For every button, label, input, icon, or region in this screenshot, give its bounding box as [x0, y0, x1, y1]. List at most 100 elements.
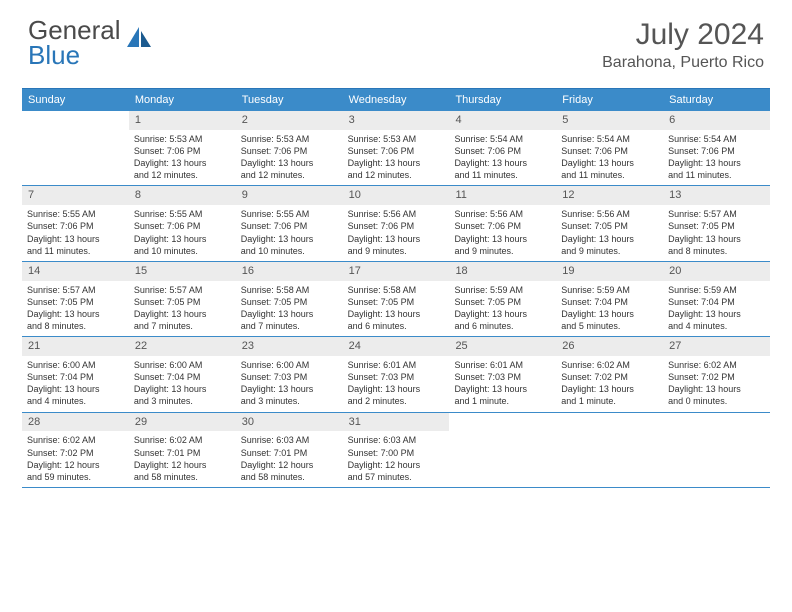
day-cell: 5Sunrise: 5:54 AMSunset: 7:06 PMDaylight…	[556, 111, 663, 185]
day-detail-line: Daylight: 13 hours	[27, 233, 124, 245]
brand-logo: General Blue	[28, 18, 153, 67]
day-cell	[663, 413, 770, 487]
day-detail-line: Sunset: 7:06 PM	[454, 220, 551, 232]
day-cell: 25Sunrise: 6:01 AMSunset: 7:03 PMDayligh…	[449, 337, 556, 411]
day-cell: 16Sunrise: 5:58 AMSunset: 7:05 PMDayligh…	[236, 262, 343, 336]
weekday-header: Monday	[129, 89, 236, 111]
day-detail-line: Sunrise: 6:03 AM	[241, 434, 338, 446]
day-detail-line: Daylight: 13 hours	[134, 383, 231, 395]
day-detail-line: Sunrise: 5:55 AM	[27, 208, 124, 220]
day-detail-line: Sunrise: 5:58 AM	[348, 284, 445, 296]
day-detail-line: Daylight: 13 hours	[241, 383, 338, 395]
day-detail-line: Daylight: 12 hours	[134, 459, 231, 471]
day-body: Sunrise: 5:54 AMSunset: 7:06 PMDaylight:…	[449, 133, 556, 182]
day-cell	[22, 111, 129, 185]
day-number: 8	[129, 186, 236, 205]
calendar-grid: SundayMondayTuesdayWednesdayThursdayFrid…	[22, 88, 770, 488]
day-number: 25	[449, 337, 556, 356]
day-body: Sunrise: 5:54 AMSunset: 7:06 PMDaylight:…	[663, 133, 770, 182]
day-detail-line: Sunset: 7:05 PM	[454, 296, 551, 308]
day-cell: 9Sunrise: 5:55 AMSunset: 7:06 PMDaylight…	[236, 186, 343, 260]
day-detail-line: Sunset: 7:06 PM	[348, 145, 445, 157]
day-body: Sunrise: 6:00 AMSunset: 7:03 PMDaylight:…	[236, 359, 343, 408]
day-detail-line: and 11 minutes.	[454, 169, 551, 181]
day-detail-line: Sunrise: 5:57 AM	[134, 284, 231, 296]
day-detail-line: and 9 minutes.	[348, 245, 445, 257]
day-cell: 23Sunrise: 6:00 AMSunset: 7:03 PMDayligh…	[236, 337, 343, 411]
day-detail-line: and 5 minutes.	[561, 320, 658, 332]
weekday-header: Friday	[556, 89, 663, 111]
brand-text: General Blue	[28, 18, 121, 67]
day-detail-line: Sunset: 7:06 PM	[561, 145, 658, 157]
day-number: 15	[129, 262, 236, 281]
day-cell	[449, 413, 556, 487]
day-body: Sunrise: 6:00 AMSunset: 7:04 PMDaylight:…	[22, 359, 129, 408]
brand-part2: Blue	[28, 40, 80, 70]
day-detail-line: Sunrise: 5:59 AM	[454, 284, 551, 296]
day-cell: 7Sunrise: 5:55 AMSunset: 7:06 PMDaylight…	[22, 186, 129, 260]
month-title: July 2024	[602, 18, 764, 52]
day-detail-line: Sunset: 7:06 PM	[668, 145, 765, 157]
day-number: 3	[343, 111, 450, 130]
day-detail-line: Daylight: 13 hours	[348, 233, 445, 245]
day-detail-line: Daylight: 13 hours	[561, 383, 658, 395]
day-detail-line: Sunrise: 6:02 AM	[561, 359, 658, 371]
day-detail-line: Sunset: 7:06 PM	[454, 145, 551, 157]
day-detail-line: Sunset: 7:05 PM	[134, 296, 231, 308]
day-detail-line: and 0 minutes.	[668, 395, 765, 407]
day-body: Sunrise: 5:56 AMSunset: 7:05 PMDaylight:…	[556, 208, 663, 257]
day-detail-line: Sunset: 7:06 PM	[134, 220, 231, 232]
day-cell: 21Sunrise: 6:00 AMSunset: 7:04 PMDayligh…	[22, 337, 129, 411]
day-cell: 20 Sunrise: 5:59 AMSunset: 7:04 PMDayligh…	[663, 262, 770, 336]
day-cell: 17Sunrise: 5:58 AMSunset: 7:05 PMDayligh…	[343, 262, 450, 336]
day-detail-line: Sunset: 7:06 PM	[27, 220, 124, 232]
day-detail-line: Sunset: 7:05 PM	[561, 220, 658, 232]
day-detail-line: and 59 minutes.	[27, 471, 124, 483]
day-body: Sunrise: 6:02 AMSunset: 7:02 PMDaylight:…	[22, 434, 129, 483]
day-body: Sunrise: 5:56 AMSunset: 7:06 PMDaylight:…	[449, 208, 556, 257]
day-detail-line: and 3 minutes.	[134, 395, 231, 407]
day-detail-line: and 8 minutes.	[27, 320, 124, 332]
day-cell: 12Sunrise: 5:56 AMSunset: 7:05 PMDayligh…	[556, 186, 663, 260]
day-detail-line: and 1 minute.	[454, 395, 551, 407]
day-detail-line: and 12 minutes.	[134, 169, 231, 181]
day-detail-line: Sunrise: 5:53 AM	[134, 133, 231, 145]
day-detail-line: Daylight: 13 hours	[668, 308, 765, 320]
day-detail-line: and 6 minutes.	[454, 320, 551, 332]
day-detail-line: Sunrise: 5:57 AM	[668, 208, 765, 220]
day-number: 6	[663, 111, 770, 130]
day-number: 9	[236, 186, 343, 205]
day-detail-line: and 4 minutes.	[27, 395, 124, 407]
day-cell: 24Sunrise: 6:01 AMSunset: 7:03 PMDayligh…	[343, 337, 450, 411]
day-number: 28	[22, 413, 129, 432]
day-detail-line: Sunset: 7:06 PM	[348, 220, 445, 232]
day-detail-line: and 1 minute.	[561, 395, 658, 407]
day-detail-line: Sunset: 7:03 PM	[348, 371, 445, 383]
day-cell: 29Sunrise: 6:02 AMSunset: 7:01 PMDayligh…	[129, 413, 236, 487]
day-number: 20	[663, 262, 770, 281]
day-cell: 11Sunrise: 5:56 AMSunset: 7:06 PMDayligh…	[449, 186, 556, 260]
day-cell: 4Sunrise: 5:54 AMSunset: 7:06 PMDaylight…	[449, 111, 556, 185]
day-detail-line: Sunrise: 6:03 AM	[348, 434, 445, 446]
day-cell: 8Sunrise: 5:55 AMSunset: 7:06 PMDaylight…	[129, 186, 236, 260]
week-row: 14Sunrise: 5:57 AMSunset: 7:05 PMDayligh…	[22, 262, 770, 337]
day-body: Sunrise: 5:58 AMSunset: 7:05 PMDaylight:…	[236, 284, 343, 333]
day-detail-line: Sunrise: 6:00 AM	[27, 359, 124, 371]
day-detail-line: and 12 minutes.	[241, 169, 338, 181]
day-number: 24	[343, 337, 450, 356]
week-row: 21Sunrise: 6:00 AMSunset: 7:04 PMDayligh…	[22, 337, 770, 412]
day-detail-line: Sunset: 7:06 PM	[134, 145, 231, 157]
day-detail-line: Daylight: 13 hours	[454, 308, 551, 320]
day-body: Sunrise: 6:02 AMSunset: 7:02 PMDaylight:…	[663, 359, 770, 408]
day-body: Sunrise: 5:53 AMSunset: 7:06 PMDaylight:…	[129, 133, 236, 182]
day-body: Sunrise: 6:02 AMSunset: 7:01 PMDaylight:…	[129, 434, 236, 483]
day-detail-line: Sunset: 7:02 PM	[561, 371, 658, 383]
day-body: Sunrise: 5:56 AMSunset: 7:06 PMDaylight:…	[343, 208, 450, 257]
day-detail-line: Sunrise: 5:56 AM	[561, 208, 658, 220]
day-cell: 15Sunrise: 5:57 AMSunset: 7:05 PMDayligh…	[129, 262, 236, 336]
day-body: Sunrise: 5:58 AMSunset: 7:05 PMDaylight:…	[343, 284, 450, 333]
day-cell: 14Sunrise: 5:57 AMSunset: 7:05 PMDayligh…	[22, 262, 129, 336]
day-detail-line: Daylight: 13 hours	[348, 308, 445, 320]
day-body: Sunrise: 5:59 AMSunset: 7:04 PMDaylight:…	[663, 284, 770, 333]
day-detail-line: Sunset: 7:06 PM	[241, 220, 338, 232]
